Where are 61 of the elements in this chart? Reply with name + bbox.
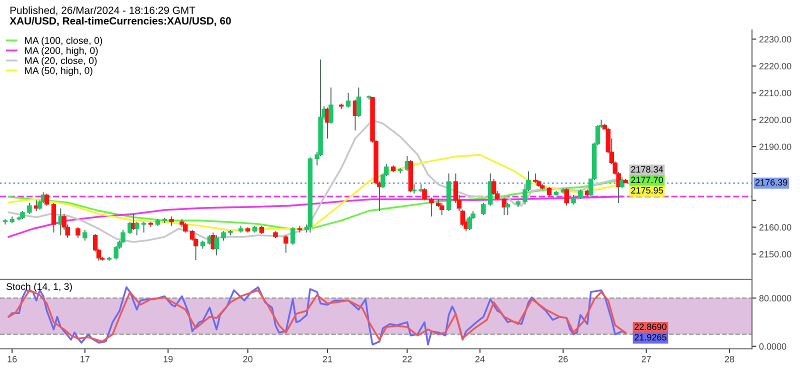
candlestick (27, 202, 32, 214)
candlestick (44, 193, 50, 206)
candlestick (422, 188, 427, 201)
x-tick-label: 24 (475, 356, 485, 362)
candlestick (82, 229, 88, 242)
x-tick-label: 16 (8, 356, 17, 362)
candlestick (134, 221, 140, 236)
candlestick (505, 202, 510, 216)
x-tick-label: 21 (322, 356, 332, 362)
candlestick (290, 226, 296, 246)
candlestick (412, 184, 416, 194)
candlestick (571, 194, 576, 205)
data-label: 2175.95 (631, 187, 663, 194)
data-label: 2178.34 (631, 166, 664, 173)
x-tick-label: 17 (80, 356, 90, 362)
y-tick-label: 2210.00 (759, 90, 792, 96)
candlestick (546, 186, 552, 197)
candlestick (439, 202, 444, 216)
x-tick-label: 19 (164, 356, 173, 362)
candlestick (533, 172, 538, 184)
legend-label: MA (100, close, 0) (25, 36, 102, 46)
legend-label: MA (20, close, 0) (25, 56, 97, 66)
y-tick-label: 2190.00 (759, 144, 792, 150)
y-tick-label: 2160.00 (759, 224, 792, 231)
data-label: 2177.70 (631, 176, 663, 184)
x-tick-label: 20 (243, 356, 252, 362)
x-tick-label: 26 (558, 356, 568, 362)
ref-line-label: 2176.39 (755, 179, 788, 186)
y-tick-label: 2150.00 (759, 251, 792, 258)
candlestick (481, 202, 486, 216)
candlestick (429, 197, 434, 217)
data-label: 21.9265 (634, 334, 666, 340)
candlestick (564, 188, 569, 206)
chart-title: Published, 26/Mar/2024 - 18:16:29 GMT (10, 6, 196, 16)
candlestick (76, 226, 80, 238)
candlestick (221, 230, 226, 242)
legend-label: MA (200, high, 0) (25, 46, 98, 56)
candlestick (284, 234, 288, 254)
chart-subtitle: XAU/USD, Real-timeCurrencies:XAU/USD, 60 (10, 16, 231, 26)
candlestick (183, 222, 188, 234)
x-tick-label: 27 (642, 356, 651, 362)
line-series (8, 119, 623, 243)
candlestick (169, 216, 174, 226)
chart-title: Stoch (14, 1, 3) (6, 282, 72, 292)
y-tick-label: 2200.00 (759, 116, 792, 124)
candlestick (346, 92, 351, 108)
candlestick (141, 221, 146, 234)
candlestick (578, 189, 583, 200)
legend-label: MA (50, high, 0) (25, 66, 92, 76)
candlestick (214, 234, 219, 256)
candlestick (51, 202, 56, 234)
data-label: 22.8690 (634, 324, 666, 330)
y-tick-label: 80.0000 (759, 295, 792, 302)
y-tick-label: 0.0000 (759, 343, 786, 350)
y-tick-label: 2220.00 (759, 62, 792, 70)
x-tick-label: 22 (402, 356, 412, 362)
y-tick-label: 2230.00 (759, 36, 792, 42)
candlestick (502, 197, 507, 216)
x-tick-label: 28 (724, 356, 734, 362)
candlestick (620, 178, 624, 189)
line-series (8, 178, 623, 230)
